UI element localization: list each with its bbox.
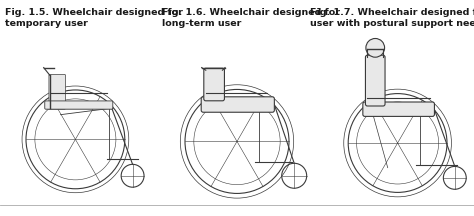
- FancyBboxPatch shape: [363, 102, 435, 116]
- FancyBboxPatch shape: [45, 101, 113, 109]
- Text: Fig. 1.7. Wheelchair designed for
user with postural support needs: Fig. 1.7. Wheelchair designed for user w…: [310, 8, 474, 29]
- FancyBboxPatch shape: [365, 55, 385, 106]
- Text: Fig. 1.5. Wheelchair designed for
temporary user: Fig. 1.5. Wheelchair designed for tempor…: [5, 8, 183, 29]
- Circle shape: [366, 38, 384, 57]
- Text: Fig. 1.6. Wheelchair designed for
long-term user: Fig. 1.6. Wheelchair designed for long-t…: [162, 8, 340, 29]
- FancyBboxPatch shape: [49, 74, 65, 109]
- FancyBboxPatch shape: [204, 68, 225, 101]
- FancyBboxPatch shape: [201, 97, 274, 112]
